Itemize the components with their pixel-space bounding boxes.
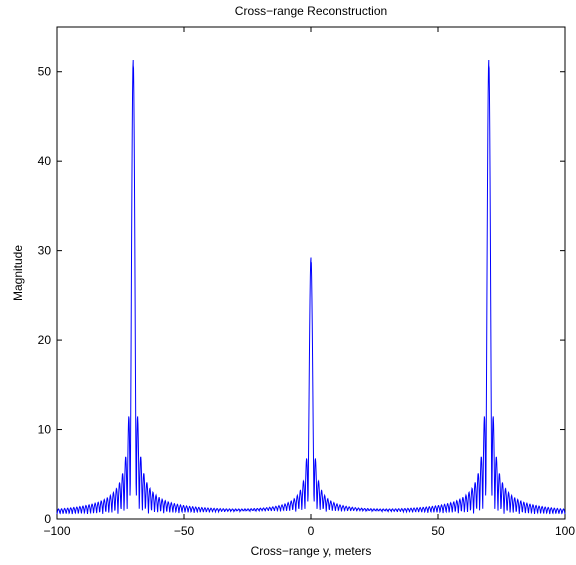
series-line-magnitude <box>56 60 566 515</box>
y-tick-label: 50 <box>38 65 52 79</box>
x-tick-label: −100 <box>43 524 70 538</box>
y-tick-label: 20 <box>38 333 52 347</box>
y-axis-label: Magnitude <box>11 245 25 301</box>
y-tick-label: 0 <box>44 512 51 526</box>
y-tick-label: 40 <box>38 154 52 168</box>
x-axis-label: Cross−range y, meters <box>251 544 372 558</box>
chart-title: Cross−range Reconstruction <box>235 4 387 18</box>
x-tick-label: 0 <box>308 524 315 538</box>
x-tick-label: −50 <box>174 524 195 538</box>
x-tick-label: 50 <box>431 524 445 538</box>
y-tick-label: 30 <box>38 244 52 258</box>
axis-ticks: −100 −50 0 50 100 0 10 20 30 40 50 <box>38 27 575 538</box>
y-tick-label: 10 <box>38 423 52 437</box>
x-tick-label: 100 <box>555 524 575 538</box>
plot-frame <box>56 26 566 520</box>
